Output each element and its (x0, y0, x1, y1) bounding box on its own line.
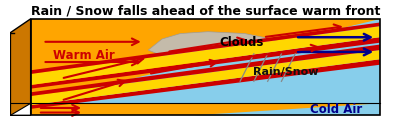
Text: Cold Air: Cold Air (310, 103, 363, 116)
Polygon shape (11, 19, 31, 115)
Polygon shape (31, 23, 380, 74)
Text: Rain/Snow: Rain/Snow (253, 67, 319, 77)
Polygon shape (31, 37, 380, 89)
Polygon shape (148, 32, 286, 59)
Polygon shape (194, 103, 380, 115)
Polygon shape (31, 59, 380, 109)
Polygon shape (31, 26, 380, 85)
Text: Clouds: Clouds (220, 36, 264, 49)
Polygon shape (31, 19, 380, 103)
Text: Warm Air: Warm Air (53, 49, 115, 62)
Text: Rain / Snow falls ahead of the surface warm front: Rain / Snow falls ahead of the surface w… (31, 5, 380, 18)
Polygon shape (31, 19, 380, 103)
Polygon shape (31, 50, 380, 105)
Polygon shape (31, 45, 380, 96)
Polygon shape (31, 103, 380, 115)
